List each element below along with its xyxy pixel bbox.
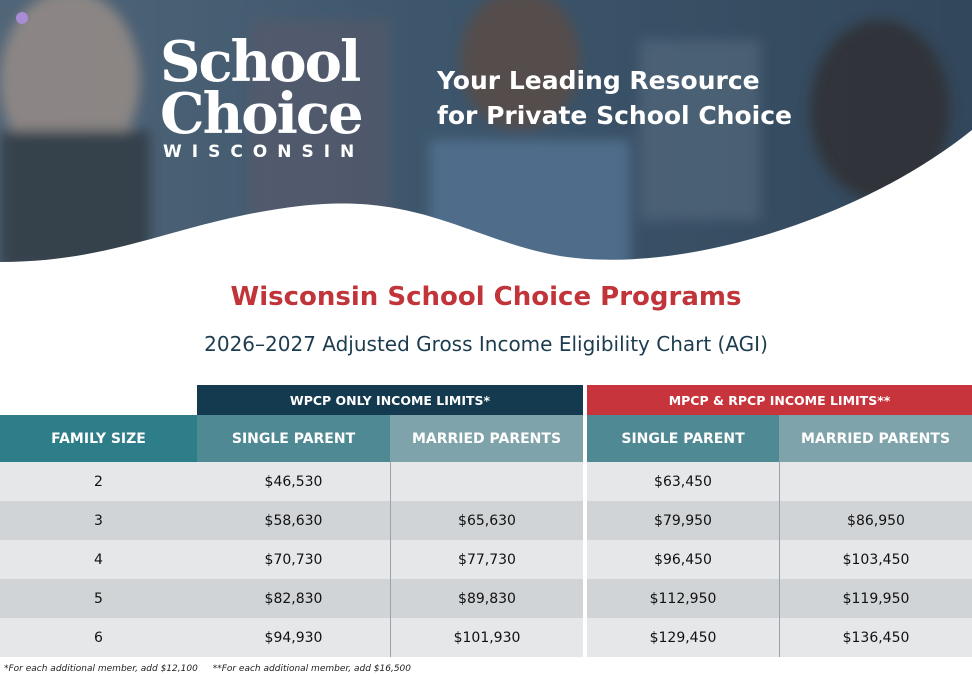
table-cell bbox=[390, 462, 583, 501]
table-cell: $79,950 bbox=[587, 501, 779, 540]
table-cell: $58,630 bbox=[197, 501, 390, 540]
table-cell: $103,450 bbox=[779, 540, 972, 579]
group-header: MPCP & RPCP INCOME LIMITS** bbox=[587, 385, 972, 415]
table-cell: $70,730 bbox=[197, 540, 390, 579]
table-cell: 4 bbox=[0, 540, 197, 579]
table-cell: 3 bbox=[0, 501, 197, 540]
table-cell: $82,830 bbox=[197, 579, 390, 618]
title: Wisconsin School Choice Programs bbox=[230, 282, 742, 312]
subtitle: 2026–2027 Adjusted Gross Income Eligibil… bbox=[204, 332, 768, 356]
logo-subtext: WISCONSIN bbox=[163, 142, 365, 162]
column-header: MARRIED PARENTS bbox=[779, 415, 972, 462]
table-cell: 2 bbox=[0, 462, 197, 501]
table-cell: $46,530 bbox=[197, 462, 390, 501]
table-cell: 6 bbox=[0, 618, 197, 657]
table-cell: $119,950 bbox=[779, 579, 972, 618]
tagline: for Private School Choice bbox=[437, 101, 792, 130]
group-header: WPCP ONLY INCOME LIMITS* bbox=[197, 385, 583, 415]
logo-text: Choice bbox=[160, 81, 364, 147]
table-cell: $63,450 bbox=[587, 462, 779, 501]
column-header: MARRIED PARENTS bbox=[390, 415, 583, 462]
table-cell: $94,930 bbox=[197, 618, 390, 657]
column-header: SINGLE PARENT bbox=[587, 415, 779, 462]
table-cell: $96,450 bbox=[587, 540, 779, 579]
footnotes: *For each additional member, add $12,100… bbox=[4, 664, 423, 674]
table-cell: $77,730 bbox=[390, 540, 583, 579]
tagline: Your Leading Resource bbox=[437, 66, 760, 95]
table-cell: $136,450 bbox=[779, 618, 972, 657]
table-cell: $129,450 bbox=[587, 618, 779, 657]
table-cell: 5 bbox=[0, 579, 197, 618]
table-cell: $101,930 bbox=[390, 618, 583, 657]
logo-text: School bbox=[160, 29, 361, 95]
table-cell bbox=[779, 462, 972, 501]
table-cell: $89,830 bbox=[390, 579, 583, 618]
footnote: *For each additional member, add $12,100 bbox=[4, 664, 198, 674]
column-header: FAMILY SIZE bbox=[0, 415, 197, 462]
footnote: **For each additional member, add $16,50… bbox=[212, 664, 411, 674]
table-cell: $86,950 bbox=[779, 501, 972, 540]
table-cell: $65,630 bbox=[390, 501, 583, 540]
column-header: SINGLE PARENT bbox=[197, 415, 390, 462]
hero-photo bbox=[0, 0, 972, 270]
table-cell: $112,950 bbox=[587, 579, 779, 618]
